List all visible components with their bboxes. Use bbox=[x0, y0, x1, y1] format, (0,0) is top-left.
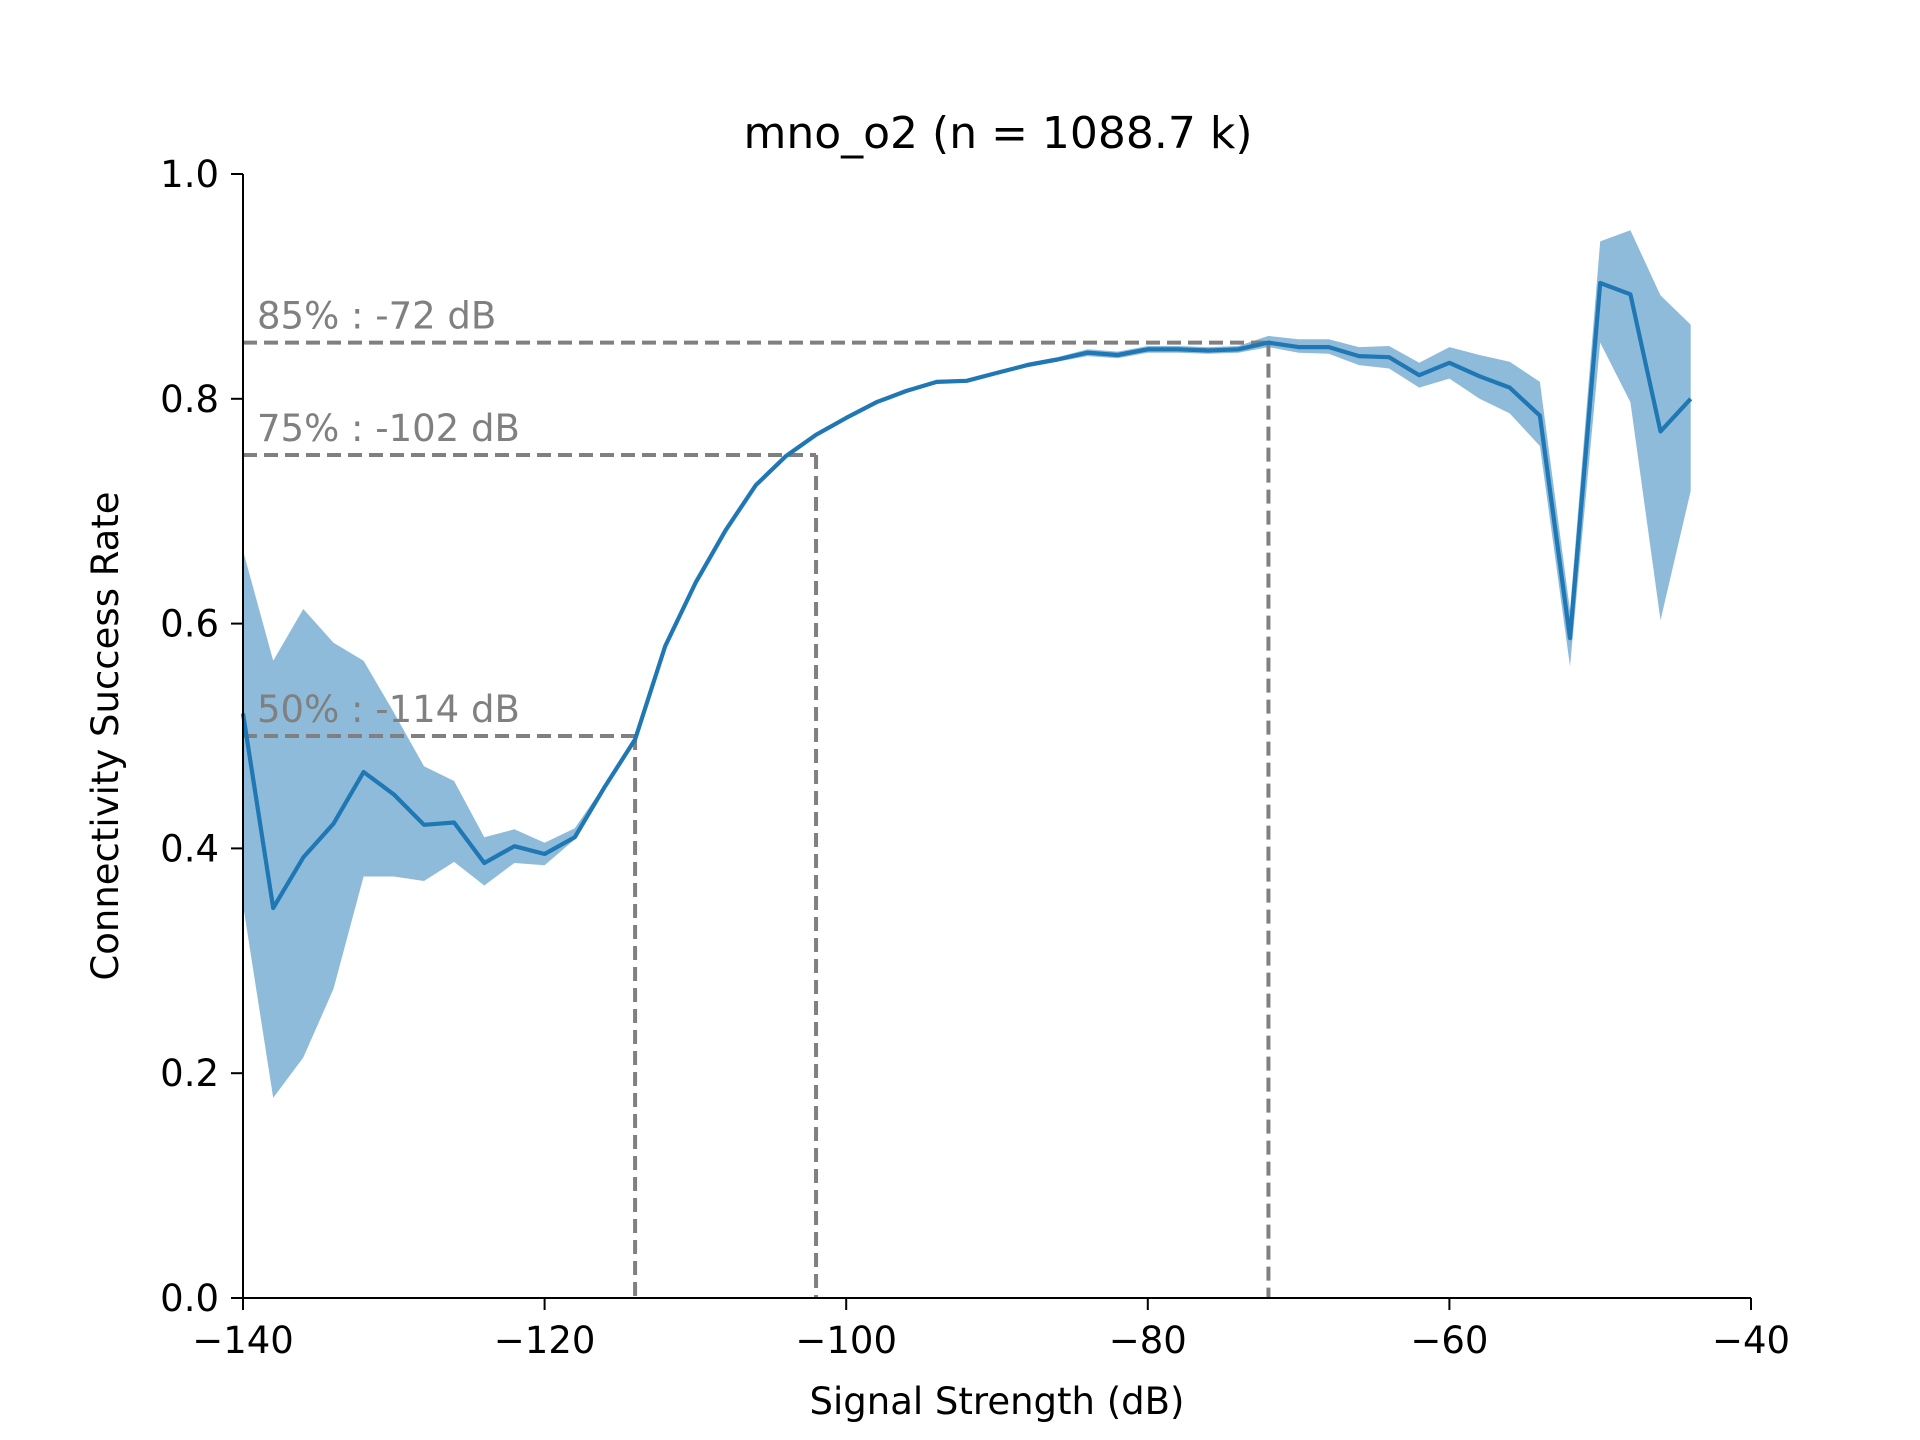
axes: −140 −120 −100 −80 −60 −40 0.0 0.2 0.4 0.6 0.8 1.0 bbox=[160, 153, 1790, 1362]
threshold-lines bbox=[243, 340, 1271, 1298]
chart-title: mno_o2 (n = 1088.7 k) bbox=[743, 108, 1252, 159]
series-line bbox=[240, 280, 1693, 911]
y-ticks: 0.0 0.2 0.4 0.6 0.8 1.0 bbox=[160, 153, 243, 1320]
confidence-band bbox=[243, 230, 1691, 1098]
y-tick-label: 0.6 bbox=[160, 603, 219, 646]
threshold-label: 75% : -102 dB bbox=[257, 407, 520, 450]
x-tick-label: −80 bbox=[1109, 1319, 1187, 1362]
x-axis-title: Signal Strength (dB) bbox=[810, 1380, 1185, 1423]
x-tick-label: −40 bbox=[1712, 1319, 1790, 1362]
x-tick-label: −120 bbox=[494, 1319, 596, 1362]
x-tick-label: −60 bbox=[1410, 1319, 1488, 1362]
y-tick-label: 0.8 bbox=[160, 378, 219, 421]
plot-area: 85% : -72 dB 75% : -102 dB 50% : -114 dB bbox=[240, 230, 1693, 1298]
y-tick-label: 0.4 bbox=[160, 827, 219, 870]
x-ticks: −140 −120 −100 −80 −60 −40 bbox=[192, 1298, 1790, 1362]
threshold-label: 50% : -114 dB bbox=[257, 688, 520, 731]
threshold-labels: 85% : -72 dB 75% : -102 dB 50% : -114 dB bbox=[257, 295, 520, 731]
threshold-label: 85% : -72 dB bbox=[257, 295, 496, 338]
y-tick-label: 0.0 bbox=[160, 1277, 219, 1320]
y-tick-label: 0.2 bbox=[160, 1052, 219, 1095]
x-tick-label: −100 bbox=[795, 1319, 897, 1362]
y-axis-title: Connectivity Success Rate bbox=[84, 491, 127, 980]
y-tick-label: 1.0 bbox=[160, 153, 219, 196]
x-tick-label: −140 bbox=[192, 1319, 294, 1362]
